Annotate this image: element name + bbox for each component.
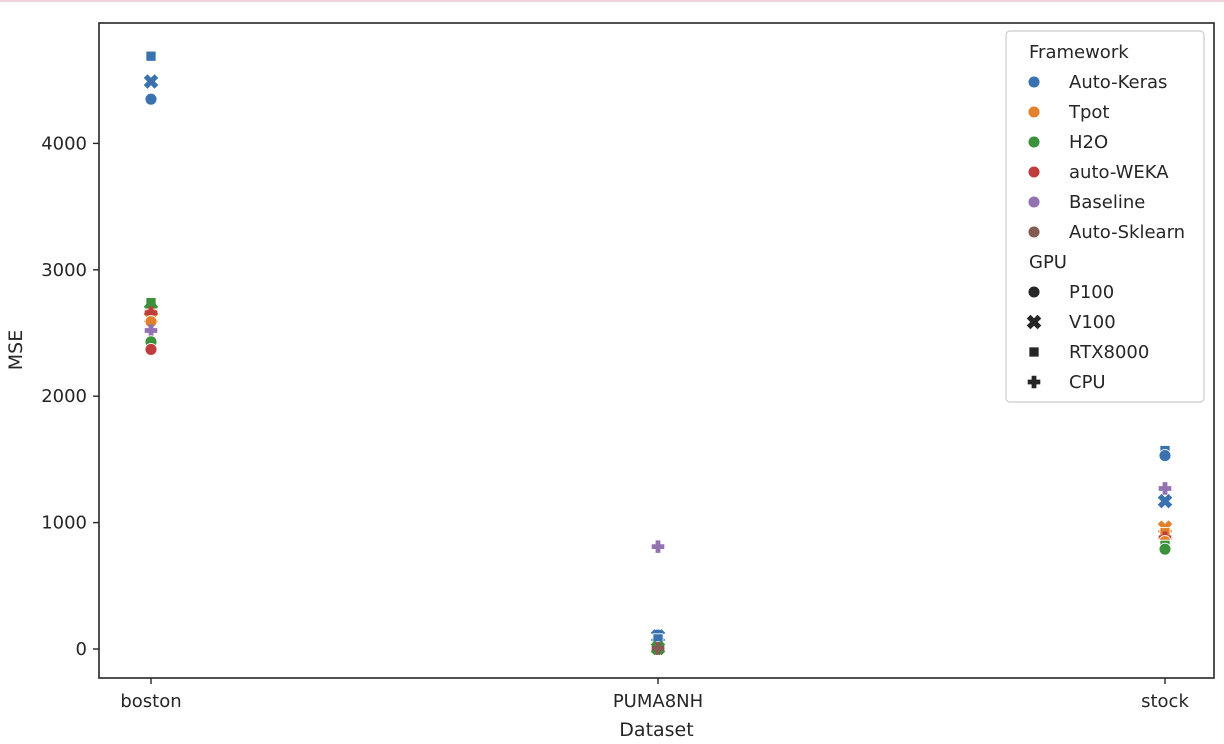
legend-title-framework: Framework [1029, 42, 1129, 63]
y-axis: 0 1000 2000 3000 4000 [41, 133, 99, 660]
data-points [143, 50, 1173, 656]
legend-entry-label: Baseline [1069, 192, 1145, 213]
legend-title-gpu: GPU [1029, 252, 1067, 273]
legend-marker [1027, 195, 1041, 209]
data-point [651, 642, 665, 655]
data-point [1158, 482, 1172, 495]
legend-entry-label: Auto-Keras [1069, 72, 1167, 93]
data-point [144, 342, 158, 356]
legend-entry-label: CPU [1069, 372, 1106, 393]
y-axis-label: MSE [5, 330, 27, 370]
y-tick-label: 2000 [41, 386, 87, 407]
y-tick-label: 0 [76, 639, 87, 660]
legend-marker [1028, 346, 1040, 358]
x-tick-label: boston [120, 691, 181, 712]
legend-marker [1027, 285, 1041, 299]
legend-entry-label: Auto-Sklearn [1069, 222, 1185, 243]
x-tick-label: stock [1141, 691, 1189, 712]
legend-marker [1027, 105, 1041, 119]
y-tick-label: 1000 [41, 513, 87, 534]
y-tick-label: 3000 [41, 260, 87, 281]
data-point [1157, 493, 1173, 509]
data-point [1158, 542, 1172, 556]
legend-entry-label: Tpot [1068, 102, 1110, 123]
x-axis-label: Dataset [619, 719, 693, 741]
legend-entry-label: RTX8000 [1069, 342, 1149, 363]
legend-marker [1027, 135, 1041, 149]
legend-marker [1027, 225, 1041, 239]
data-point [144, 92, 158, 106]
legend-entry-label: P100 [1069, 282, 1114, 303]
data-point [145, 50, 157, 62]
data-point [651, 540, 665, 553]
legend: Framework Auto-Keras Tpot H2O auto-WEKA Basel… [1005, 30, 1205, 403]
data-point [143, 74, 159, 89]
legend-entry-label: auto-WEKA [1069, 162, 1169, 183]
legend-marker [1027, 375, 1041, 389]
x-tick-label: PUMA8NH [613, 691, 703, 712]
legend-marker [1027, 75, 1041, 89]
legend-entry-label: V100 [1069, 312, 1116, 333]
x-axis: boston PUMA8NH stock [120, 678, 1189, 712]
data-point [1158, 449, 1172, 463]
legend-marker [1026, 314, 1042, 330]
legend-entry-label: H2O [1069, 132, 1108, 153]
legend-box [1005, 30, 1205, 403]
data-point [144, 324, 158, 337]
top-border [0, 0, 1224, 2]
y-tick-label: 4000 [41, 133, 87, 154]
legend-marker [1027, 165, 1041, 179]
